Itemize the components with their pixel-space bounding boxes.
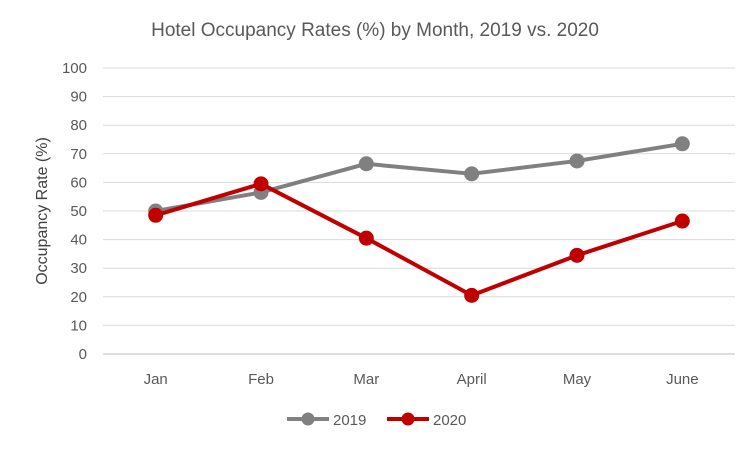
y-tick-label: 50 — [70, 203, 87, 220]
data-point-2019 — [358, 156, 374, 172]
x-tick-label: Feb — [248, 371, 274, 388]
series-line-2019 — [153, 141, 685, 213]
legend-item-2020: 2020 — [387, 412, 466, 429]
y-tick-label: 90 — [70, 89, 87, 106]
series-2020 — [148, 176, 690, 303]
data-point-2019 — [464, 166, 480, 182]
y-tick-label: 40 — [70, 232, 87, 249]
x-tick-label: June — [666, 371, 699, 388]
y-tick-label: 100 — [62, 60, 87, 77]
series-line-2020 — [153, 181, 685, 298]
y-tick-label: 0 — [79, 346, 87, 363]
series-lines — [148, 136, 690, 303]
data-point-2020 — [569, 247, 585, 263]
data-point-2020 — [674, 213, 690, 229]
data-point-2020 — [253, 176, 269, 192]
legend: 2019 2020 — [287, 412, 466, 429]
legend-item-2019: 2019 — [287, 412, 366, 429]
x-tick-label: April — [457, 371, 487, 388]
x-tick-label: Jan — [144, 371, 168, 388]
chart-title: Hotel Occupancy Rates (%) by Month, 2019… — [151, 20, 599, 41]
y-tick-label: 10 — [70, 317, 87, 334]
y-tick-label: 60 — [70, 174, 87, 191]
data-point-2020 — [148, 207, 164, 223]
data-point-2019 — [674, 136, 690, 152]
x-tick-label: May — [563, 371, 592, 388]
y-axis-ticks: 0 10 20 30 40 50 60 70 80 90 100 — [62, 60, 87, 363]
legend-label: 2019 — [333, 412, 366, 429]
y-tick-label: 30 — [70, 260, 87, 277]
x-tick-label: Mar — [353, 371, 379, 388]
legend-marker-swatch — [401, 412, 415, 426]
data-point-2020 — [358, 230, 374, 246]
legend-label: 2020 — [433, 412, 466, 429]
y-axis-label: Occupancy Rate (%) — [34, 137, 51, 285]
legend-marker-swatch — [301, 412, 315, 426]
x-axis-ticks: Jan Feb Mar April May June — [144, 371, 699, 388]
y-tick-label: 80 — [70, 117, 87, 134]
series-2019 — [148, 136, 690, 219]
gridlines — [103, 67, 735, 355]
data-point-2020 — [464, 287, 480, 303]
data-point-2019 — [569, 153, 585, 169]
y-tick-label: 20 — [70, 289, 87, 306]
y-tick-label: 70 — [70, 146, 87, 163]
